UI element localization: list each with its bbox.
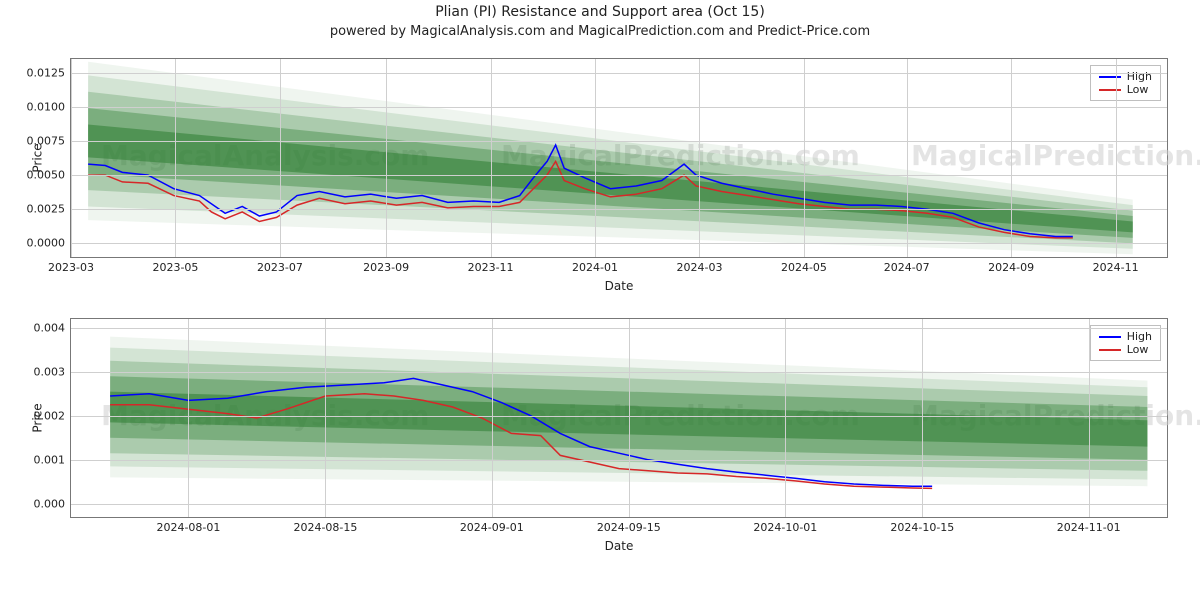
ytick-label: 0.0075 <box>27 134 66 147</box>
legend-item-low: Low <box>1099 83 1152 96</box>
legend-swatch-high <box>1099 336 1121 338</box>
legend-swatch-low <box>1099 349 1121 351</box>
ytick-label: 0.000 <box>34 497 66 510</box>
gridline-v <box>325 319 326 517</box>
legend-item-low: Low <box>1099 343 1152 356</box>
panel-bottom: MagicalAnalysis.com MagicalPrediction.co… <box>70 318 1168 518</box>
gridline-h <box>71 73 1167 74</box>
legend-item-high: High <box>1099 330 1152 343</box>
gridline-h <box>71 328 1167 329</box>
xtick-label: 2024-08-15 <box>293 521 357 534</box>
gridline-v <box>804 59 805 257</box>
xtick-label: 2024-09 <box>988 261 1034 274</box>
figure: Plian (PI) Resistance and Support area (… <box>0 0 1200 600</box>
gridline-h <box>71 372 1167 373</box>
ytick-label: 0.001 <box>34 453 66 466</box>
xtick-label: 2024-07 <box>884 261 930 274</box>
ytick-label: 0.0000 <box>27 237 66 250</box>
gridline-h <box>71 460 1167 461</box>
gridline-v <box>386 59 387 257</box>
ytick-label: 0.003 <box>34 365 66 378</box>
gridline-h <box>71 175 1167 176</box>
gridline-v <box>699 59 700 257</box>
x-axis-label: Date <box>71 279 1167 293</box>
gridline-v <box>922 319 923 517</box>
plot-top <box>71 59 1167 257</box>
gridline-v <box>492 319 493 517</box>
legend-swatch-low <box>1099 89 1121 91</box>
xtick-label: 2023-03 <box>48 261 94 274</box>
gridline-v <box>785 319 786 517</box>
gridline-v <box>1011 59 1012 257</box>
gridline-v <box>1116 59 1117 257</box>
xtick-label: 2024-10-01 <box>753 521 817 534</box>
legend-label-high: High <box>1127 330 1152 343</box>
xtick-label: 2024-08-01 <box>156 521 220 534</box>
xtick-label: 2024-09-01 <box>460 521 524 534</box>
gridline-h <box>71 416 1167 417</box>
ytick-label: 0.0125 <box>27 66 66 79</box>
gridline-v <box>629 319 630 517</box>
plot-bottom <box>71 319 1167 517</box>
ytick-label: 0.0100 <box>27 100 66 113</box>
xtick-label: 2024-10-15 <box>890 521 954 534</box>
legend-label-low: Low <box>1127 343 1149 356</box>
xtick-label: 2023-07 <box>257 261 303 274</box>
ytick-label: 0.004 <box>34 321 66 334</box>
legend: High Low <box>1090 325 1161 361</box>
xtick-label: 2024-03 <box>677 261 723 274</box>
x-axis-label: Date <box>71 539 1167 553</box>
xtick-label: 2023-11 <box>468 261 514 274</box>
xtick-label: 2024-11 <box>1093 261 1139 274</box>
xtick-label: 2024-11-01 <box>1057 521 1121 534</box>
gridline-h <box>71 209 1167 210</box>
gridline-v <box>280 59 281 257</box>
xtick-label: 2024-05 <box>781 261 827 274</box>
panel-top: MagicalAnalysis.com MagicalPrediction.co… <box>70 58 1168 258</box>
gridline-v <box>491 59 492 257</box>
gridline-v <box>595 59 596 257</box>
ytick-label: 0.002 <box>34 409 66 422</box>
gridline-h <box>71 243 1167 244</box>
legend-label-low: Low <box>1127 83 1149 96</box>
xtick-label: 2024-09-15 <box>597 521 661 534</box>
legend-swatch-high <box>1099 76 1121 78</box>
xtick-label: 2024-01 <box>572 261 618 274</box>
ytick-label: 0.0025 <box>27 203 66 216</box>
gridline-v <box>1089 319 1090 517</box>
gridline-h <box>71 504 1167 505</box>
gridline-v <box>175 59 176 257</box>
ytick-label: 0.0050 <box>27 169 66 182</box>
gridline-v <box>907 59 908 257</box>
chart-subtitle: powered by MagicalAnalysis.com and Magic… <box>0 24 1200 39</box>
gridline-h <box>71 141 1167 142</box>
legend: High Low <box>1090 65 1161 101</box>
gridline-v <box>188 319 189 517</box>
gridline-h <box>71 107 1167 108</box>
chart-title: Plian (PI) Resistance and Support area (… <box>0 4 1200 20</box>
xtick-label: 2023-05 <box>152 261 198 274</box>
gridline-v <box>71 59 72 257</box>
xtick-label: 2023-09 <box>363 261 409 274</box>
